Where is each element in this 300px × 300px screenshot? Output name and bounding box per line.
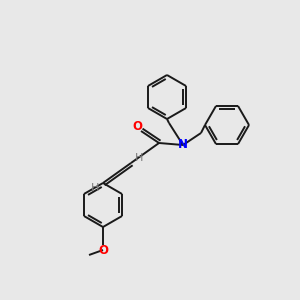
Text: N: N	[178, 139, 188, 152]
Text: O: O	[132, 121, 142, 134]
Text: H: H	[91, 183, 99, 193]
Text: O: O	[98, 244, 108, 256]
Text: H: H	[135, 153, 143, 163]
